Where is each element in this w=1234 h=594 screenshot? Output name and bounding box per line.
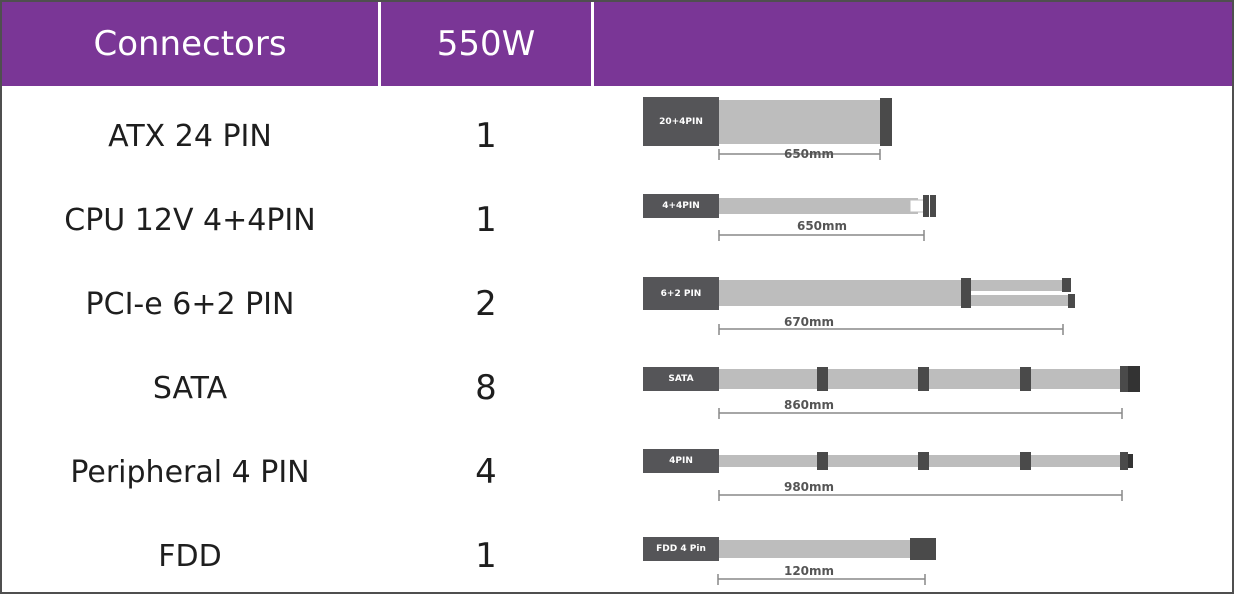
cable-drawing xyxy=(718,195,936,241)
connector-quantity: 1 xyxy=(475,200,497,240)
cable-length: 650mm xyxy=(796,219,848,233)
table-header: Connectors 550W xyxy=(2,2,1232,86)
connector-quantity: 1 xyxy=(475,116,497,156)
plug-label: 20+4PIN xyxy=(643,97,719,146)
plug-label: 4+4PIN xyxy=(643,194,719,218)
header-wattage: 550W xyxy=(436,24,536,64)
header-divider xyxy=(591,2,594,86)
connector-name: Peripheral 4 PIN xyxy=(70,454,310,490)
connector-name: PCI-e 6+2 PIN xyxy=(85,286,295,322)
header-divider xyxy=(378,2,381,86)
plug-label: 6+2 PIN xyxy=(643,277,719,310)
table-row: PCI-e 6+2 PIN 2 6+2 PIN 670mm xyxy=(2,262,1232,346)
connector-quantity: 1 xyxy=(475,536,497,576)
cable-drawing xyxy=(718,452,1133,501)
connector-quantity: 8 xyxy=(475,368,497,408)
cable-drawing xyxy=(718,366,1140,419)
connector-name: SATA xyxy=(152,370,228,406)
cable-drawing xyxy=(718,98,892,160)
header-connectors: Connectors xyxy=(93,24,287,64)
cable-length: 980mm xyxy=(783,480,835,494)
connector-name: CPU 12V 4+4PIN xyxy=(64,202,316,238)
cable-length: 120mm xyxy=(783,564,835,578)
connector-quantity: 2 xyxy=(475,284,497,324)
connector-quantity: 4 xyxy=(475,452,497,492)
plug-label: SATA xyxy=(643,367,719,391)
connector-name: FDD xyxy=(158,538,222,574)
table-row: SATA 8 SATA 860mm xyxy=(2,346,1232,430)
table-row: Peripheral 4 PIN 4 4PIN 980mm xyxy=(2,430,1232,514)
table-row: CPU 12V 4+4PIN 1 4+4PIN 650mm xyxy=(2,178,1232,262)
plug-label: 4PIN xyxy=(643,449,719,473)
cable-length: 860mm xyxy=(783,398,835,412)
cable-length: 650mm xyxy=(783,147,835,161)
table-row: ATX 24 PIN 1 20+4PIN 650mm xyxy=(2,94,1232,178)
cable-drawing xyxy=(717,538,936,585)
cable-drawing xyxy=(718,278,1075,335)
plug-label: FDD 4 Pin xyxy=(643,537,719,561)
table-row: FDD 1 FDD 4 Pin 120mm xyxy=(2,514,1232,592)
cable-length: 670mm xyxy=(783,315,835,329)
connector-name: ATX 24 PIN xyxy=(108,118,272,154)
